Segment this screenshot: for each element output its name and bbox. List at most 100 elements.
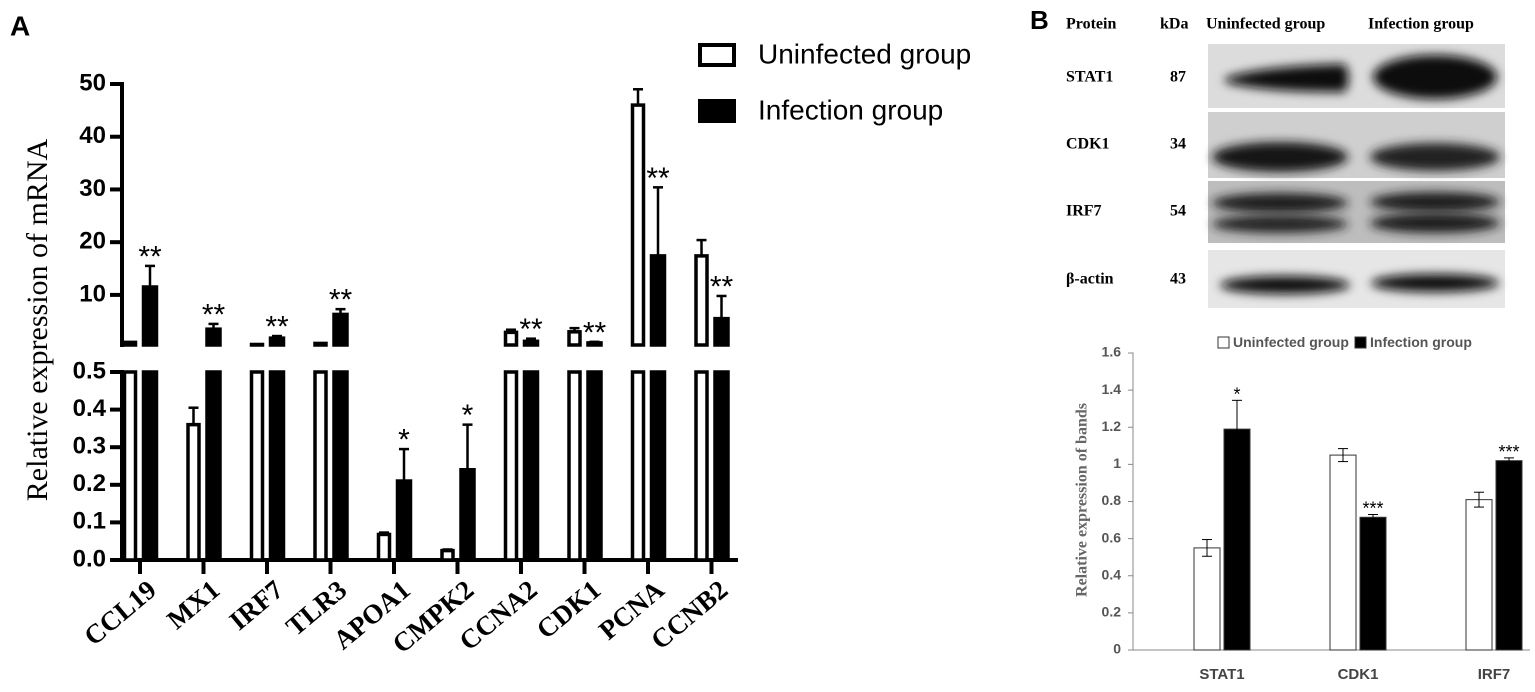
bar <box>713 316 730 347</box>
blot-header: kDa <box>1160 16 1188 33</box>
blot-kda: 43 <box>1170 271 1186 288</box>
blot-kda: 87 <box>1170 69 1186 86</box>
bar <box>694 254 709 347</box>
blot-protein: β-actin <box>1066 271 1114 288</box>
y-tick-label: 1.4 <box>1102 381 1122 397</box>
bar <box>567 370 582 562</box>
legend-swatch <box>1217 336 1230 349</box>
significance: ** <box>329 284 353 317</box>
x-tick-label: STAT1 <box>1199 666 1244 683</box>
y-tick-label: 0 <box>1113 641 1121 657</box>
bar <box>1223 428 1251 651</box>
bar <box>522 370 540 562</box>
significance: * <box>1233 385 1240 405</box>
bar <box>332 370 349 562</box>
bar <box>313 341 328 347</box>
y-tick-label: 0.3 <box>73 433 106 460</box>
y-tick-label: 1.2 <box>1102 418 1122 434</box>
bar <box>186 422 201 562</box>
bar <box>332 312 349 347</box>
bar <box>122 370 138 562</box>
x-tick-label: CDK1 <box>531 574 607 644</box>
bar <box>1359 516 1387 651</box>
bar <box>141 370 159 562</box>
blot-protein: CDK1 <box>1066 136 1110 153</box>
bar <box>567 330 582 347</box>
significance: ** <box>202 298 226 331</box>
bar <box>1495 460 1523 651</box>
y-tick-label: 0.0 <box>73 545 106 572</box>
legend-swatch <box>698 43 736 67</box>
bar <box>713 370 730 562</box>
significance: *** <box>1498 442 1519 462</box>
y-tick-label: 0.8 <box>1102 492 1122 508</box>
bar <box>141 285 159 347</box>
legend-label: Infection group <box>758 94 943 125</box>
y-tick-label: 0.6 <box>1102 529 1122 545</box>
y-tick-label: 0.2 <box>1102 604 1122 620</box>
x-tick-label: IRF7 <box>224 574 289 636</box>
y-axis-label: Relative expression of mRNA <box>21 138 54 501</box>
significance: ** <box>519 313 543 346</box>
x-tick-label: MX1 <box>161 574 225 635</box>
bar <box>503 330 519 347</box>
y-tick-label: 40 <box>79 122 106 149</box>
blot-kda: 34 <box>1170 136 1186 153</box>
y-tick-label: 30 <box>79 175 106 202</box>
bar <box>1465 499 1493 651</box>
bar <box>1193 547 1221 651</box>
bar <box>586 370 603 562</box>
bar <box>649 370 667 562</box>
blot-image <box>1208 44 1505 308</box>
significance: *** <box>1362 499 1383 519</box>
y-tick-label: 0.1 <box>73 508 106 535</box>
panel-label: A <box>10 10 30 41</box>
bar <box>268 370 286 562</box>
blot-protein: STAT1 <box>1066 69 1113 86</box>
bar <box>205 370 222 562</box>
panel-label: B <box>1030 5 1049 35</box>
y-tick-label: 10 <box>79 280 106 307</box>
legend-label: Uninfected group <box>758 38 971 69</box>
y-tick-label: 1.6 <box>1102 344 1122 360</box>
significance: ** <box>265 310 289 343</box>
y-tick-label: 20 <box>79 228 106 255</box>
blot-header: Protein <box>1066 16 1116 33</box>
legend-label: Uninfected group <box>1233 334 1349 350</box>
bar <box>376 532 392 562</box>
y-tick-label: 0.4 <box>1102 566 1122 582</box>
x-tick-label: CCL19 <box>78 574 162 651</box>
significance: ** <box>583 316 607 349</box>
bar <box>630 103 646 347</box>
bar <box>205 327 222 347</box>
significance: ** <box>710 270 734 303</box>
blot-header: Uninfected group <box>1206 16 1325 33</box>
bar <box>649 254 667 347</box>
bar <box>395 479 413 562</box>
y-tick-label: 50 <box>79 69 106 96</box>
legend-label: Infection group <box>1370 334 1472 350</box>
x-tick-label: CDK1 <box>1338 666 1379 683</box>
blot-header: Infection group <box>1368 16 1474 33</box>
bar <box>1329 454 1357 651</box>
y-tick-label: 1 <box>1113 455 1121 471</box>
significance: ** <box>138 240 162 273</box>
y-tick-label: 0.2 <box>73 470 106 497</box>
blot-protein: IRF7 <box>1066 203 1102 220</box>
bar <box>503 370 519 562</box>
legend-swatch <box>1354 336 1367 349</box>
y-tick-label: 0.4 <box>73 395 107 422</box>
bar <box>630 370 646 562</box>
bar <box>694 370 709 562</box>
bar <box>459 468 476 562</box>
significance: ** <box>646 162 670 195</box>
bar <box>313 370 328 562</box>
y-tick-label: 0.5 <box>73 357 106 384</box>
blot-kda: 54 <box>1170 203 1186 220</box>
x-tick-label: IRF7 <box>1478 666 1511 683</box>
significance: * <box>398 424 410 457</box>
legend-swatch <box>698 99 736 123</box>
y-axis-label: Relative expression of bands <box>1074 403 1091 597</box>
bar <box>249 370 265 562</box>
